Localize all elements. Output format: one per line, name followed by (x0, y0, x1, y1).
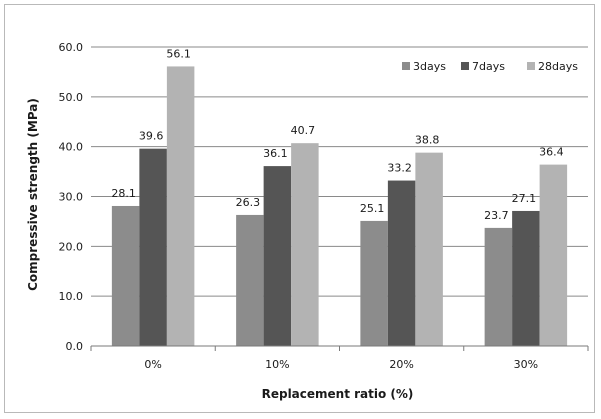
x-tick-label: 10% (265, 358, 289, 371)
legend-swatch-7days (461, 62, 469, 70)
bar-3days-20% (360, 220, 388, 346)
bar-7days-10% (263, 166, 292, 346)
data-label: 39.6 (139, 130, 164, 143)
data-label: 25.1 (360, 202, 385, 215)
y-tick-label: 50.0 (59, 91, 84, 104)
x-axis-ticks: 0% 10% 20% 30% (90, 346, 589, 371)
legend-label: 7days (472, 60, 505, 73)
bar-7days-0% (139, 148, 167, 346)
data-label: 27.1 (512, 192, 537, 205)
x-tick-label: 30% (514, 358, 538, 371)
x-axis-title: Replacement ratio (%) (262, 387, 414, 401)
bars (111, 66, 568, 346)
legend-swatch-3days (402, 62, 410, 70)
data-label: 33.2 (387, 162, 412, 175)
legend-label: 3days (413, 60, 446, 73)
legend: 3days 7days 28days (402, 60, 578, 73)
y-tick-label: 20.0 (59, 240, 84, 253)
bar-7days-30% (512, 210, 540, 346)
legend-label: 28days (538, 60, 578, 73)
data-label: 40.7 (291, 124, 316, 137)
y-axis-title: Compressive strength (MPa) (26, 98, 40, 291)
data-label: 26.3 (236, 196, 261, 209)
data-label: 23.7 (484, 209, 509, 222)
data-label: 56.1 (166, 47, 191, 60)
x-tick-label: 20% (389, 358, 413, 371)
y-tick-label: 10.0 (59, 290, 84, 303)
bar-28days-0% (166, 66, 195, 346)
bar-28days-20% (415, 152, 443, 346)
y-tick-label: 40.0 (59, 141, 84, 154)
x-tick-label: 0% (144, 358, 161, 371)
legend-swatch-28days (527, 62, 535, 70)
y-axis-ticks: 0.0 10.0 20.0 30.0 40.0 50.0 60.0 (59, 41, 84, 353)
data-label: 28.1 (111, 187, 136, 200)
y-tick-label: 30.0 (59, 191, 84, 204)
bar-28days-30% (539, 164, 568, 346)
bar-3days-30% (484, 227, 513, 346)
data-label: 36.1 (263, 147, 288, 160)
bar-28days-10% (291, 143, 319, 346)
data-label: 36.4 (539, 146, 564, 159)
bar-3days-10% (236, 214, 264, 346)
data-labels: 28.1 39.6 56.1 26.3 36.140.7 25.1 33.2 38.8 23.7… (111, 47, 563, 221)
y-tick-label: 0.0 (66, 340, 84, 353)
bar-7days-20% (387, 180, 416, 346)
data-label: 38.8 (415, 134, 440, 147)
y-tick-label: 60.0 (59, 41, 84, 54)
bar-3days-0% (111, 205, 140, 346)
